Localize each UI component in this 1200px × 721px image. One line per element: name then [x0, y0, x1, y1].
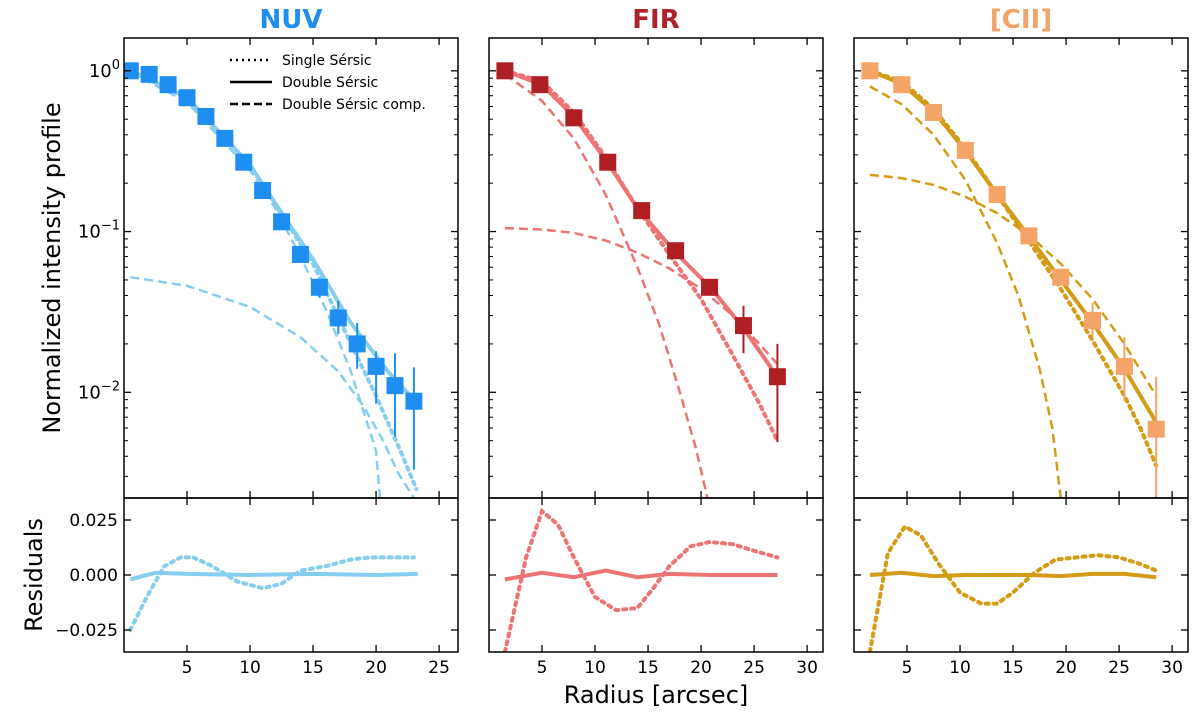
legend: Single Sérsic Double Sérsic Double Sérsic …	[230, 53, 426, 113]
y-tick-label: 10−2	[78, 379, 120, 403]
data-point	[159, 76, 177, 94]
residual-single-sersic	[867, 523, 1159, 652]
legend-label: Double Sérsic comp.	[282, 97, 426, 113]
x-tick-label: 5	[902, 658, 913, 678]
data-point	[1052, 268, 1070, 286]
panels: NUV 100 10−1 10−2 0.025 0.000 −0.025 5 10 15 20 25 S…	[55, 5, 1189, 678]
data-point	[216, 129, 234, 147]
x-tick-label: 10	[239, 658, 261, 678]
panel-title: FIR	[632, 5, 679, 35]
component-curve-2	[130, 275, 415, 498]
data-point	[599, 153, 617, 171]
component-curve-1	[129, 71, 382, 498]
residual-single-sersic	[128, 555, 416, 632]
residual-double-sersic	[504, 568, 778, 582]
panel-title: [CII]	[990, 5, 1052, 35]
x-tick-label: 10	[584, 658, 606, 678]
x-tick-label: 10	[949, 658, 971, 678]
residual-double-sersic	[869, 570, 1157, 580]
panel-title: NUV	[260, 5, 323, 35]
component-curve-1	[869, 85, 1063, 498]
single-sersic-curve	[502, 68, 780, 443]
y-tick-label: 100	[89, 58, 120, 82]
x-tick-label: 20	[365, 658, 387, 678]
profile-plot-area	[124, 62, 423, 498]
x-tick-label: 25	[743, 658, 765, 678]
data-point	[768, 368, 786, 386]
component-curve-2	[504, 226, 779, 365]
x-tick-label: 30	[796, 658, 818, 678]
x-tick-label: 5	[182, 658, 193, 678]
data-point	[348, 335, 366, 353]
data-point	[367, 357, 385, 375]
x-tick-label: 25	[1108, 658, 1130, 678]
residual-plot-area	[128, 555, 418, 632]
residual-single-sersic	[502, 507, 780, 652]
y-axis-label-profile: Normalized intensity profile	[38, 102, 66, 433]
data-point	[310, 278, 328, 296]
y-tick-label: 10−1	[78, 219, 120, 243]
data-point	[893, 76, 911, 94]
data-point	[988, 186, 1006, 204]
data-point	[386, 377, 404, 395]
profile-plot-area	[496, 62, 786, 498]
component-curve-1	[504, 73, 709, 498]
single-sersic-curve	[128, 68, 419, 492]
legend-label: Double Sérsic	[282, 75, 378, 91]
data-point	[124, 62, 139, 80]
residual-double-sersic	[129, 570, 418, 582]
data-point	[861, 62, 879, 80]
data-point	[1115, 357, 1133, 375]
data-point	[1147, 420, 1165, 438]
single-sersic-curve	[867, 68, 1159, 468]
y-axis-label-residuals: Residuals	[20, 518, 48, 632]
data-point	[667, 242, 685, 260]
x-tick-label: 30	[1161, 658, 1183, 678]
data-point	[925, 104, 943, 122]
panel-2: [CII] 5 10 15 20 25 30	[853, 5, 1189, 678]
panel-0: NUV 100 10−1 10−2 0.025 0.000 −0.025 5 10 15 20 25 S…	[55, 5, 459, 678]
x-tick-label: 20	[690, 658, 712, 678]
residual-plot-area	[867, 523, 1159, 652]
data-point	[178, 89, 196, 107]
x-tick-label: 5	[537, 658, 548, 678]
data-point	[1084, 311, 1102, 329]
data-point	[235, 153, 253, 171]
data-point	[565, 109, 583, 127]
resid-tick-label: 0.000	[69, 566, 118, 586]
data-point	[734, 317, 752, 335]
data-point	[254, 182, 272, 200]
x-tick-label: 15	[302, 658, 324, 678]
double-sersic-curve	[129, 68, 416, 402]
data-point	[329, 309, 347, 327]
data-point	[701, 278, 719, 296]
x-tick-label: 15	[637, 658, 659, 678]
residual-plot-area	[502, 507, 780, 652]
data-point	[273, 213, 291, 231]
data-point	[496, 62, 514, 80]
double-sersic-curve	[869, 68, 1158, 424]
data-point	[633, 202, 651, 220]
data-point	[197, 107, 215, 125]
x-tick-label: 25	[428, 658, 450, 678]
data-point	[956, 141, 974, 159]
resid-tick-label: 0.025	[69, 511, 118, 531]
panel-1: FIR 5 10 15 20 25 30	[488, 5, 824, 678]
legend-label: Single Sérsic	[282, 53, 372, 69]
data-point	[405, 392, 423, 410]
profile-plot-area	[861, 62, 1165, 498]
x-tick-label: 15	[1002, 658, 1024, 678]
x-tick-label: 20	[1055, 658, 1077, 678]
data-point	[531, 76, 549, 94]
profile-frame	[853, 37, 1189, 499]
resid-tick-label: −0.025	[55, 621, 118, 641]
x-axis-label: Radius [arcsec]	[564, 681, 749, 709]
data-point	[140, 65, 158, 83]
data-point	[1020, 227, 1038, 245]
component-curve-2	[869, 173, 1158, 397]
data-point	[291, 245, 309, 263]
